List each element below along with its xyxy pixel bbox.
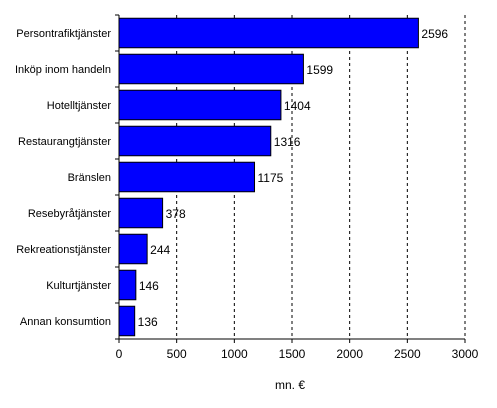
x-tick-label: 2000 (336, 347, 363, 361)
bar-2 (118, 53, 304, 85)
value-label: 2596 (421, 27, 448, 41)
x-tick-label: 500 (167, 347, 187, 361)
bar-9 (118, 305, 136, 337)
labels: Persontrafiktjänster 2596 Inköp inom hande… (15, 27, 479, 361)
x-tick-label: 2500 (394, 347, 421, 361)
axes (115, 14, 466, 343)
category-label: Bränslen (68, 172, 111, 184)
x-tick-label: 3000 (452, 347, 479, 361)
x-tick-label: 1000 (221, 347, 248, 361)
category-label: Annan konsumtion (20, 316, 111, 328)
category-label: Inköp inom handeln (15, 64, 111, 76)
bar-6 (118, 197, 164, 229)
bar-1 (118, 17, 419, 49)
category-label: Resebyråtjänster (28, 208, 111, 220)
bar-7 (118, 233, 148, 265)
bars (118, 17, 419, 337)
bar-4 (118, 125, 272, 157)
category-label: Persontrafiktjänster (16, 28, 111, 40)
value-label: 1316 (274, 135, 301, 149)
category-label: Hotelltjänster (47, 100, 112, 112)
category-label: Kulturtjänster (46, 280, 111, 292)
value-label: 244 (150, 243, 170, 257)
value-label: 1404 (284, 99, 311, 113)
value-label: 136 (138, 315, 158, 329)
value-label: 146 (139, 279, 159, 293)
category-label: Restaurangtjänster (18, 136, 111, 148)
value-label: 1175 (258, 171, 284, 185)
x-tick-label: 0 (116, 347, 123, 361)
x-axis-title: mn. € (275, 378, 305, 392)
value-label: 378 (166, 207, 186, 221)
bar-5 (118, 161, 256, 193)
bar-8 (118, 269, 137, 301)
x-tick-label: 1500 (279, 347, 306, 361)
value-label: 1599 (306, 63, 333, 77)
bar-3 (118, 89, 282, 121)
category-label: Rekreationstjänster (16, 244, 111, 256)
